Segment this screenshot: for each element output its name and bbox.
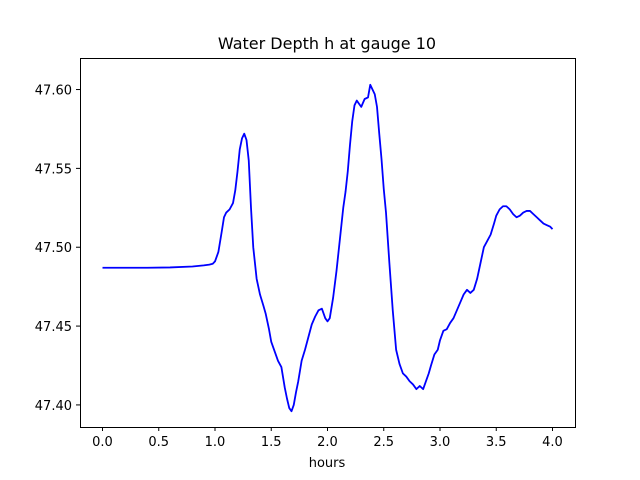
x-tick-label: 4.0 <box>542 435 563 450</box>
x-tick-label: 0.0 <box>92 435 113 450</box>
y-tick-label: 47.60 <box>35 84 72 99</box>
y-axis: 47.40 47.45 47.50 47.55 47.60 <box>35 84 80 414</box>
y-tick-label: 47.45 <box>35 320 72 335</box>
x-axis: 0.0 0.5 1.0 1.5 2.0 2.5 3.0 3.5 4.0 <box>92 427 563 450</box>
y-tick-label: 47.40 <box>35 399 72 414</box>
y-tick-label: 47.55 <box>35 162 72 177</box>
x-tick-label: 1.0 <box>205 435 226 450</box>
x-tick-label: 2.5 <box>373 435 394 450</box>
x-tick-label: 2.0 <box>317 435 338 450</box>
x-tick-label: 0.5 <box>148 435 169 450</box>
axes-frame <box>80 58 576 428</box>
x-tick-label: 3.5 <box>486 435 507 450</box>
y-tick-label: 47.50 <box>35 241 72 256</box>
x-tick-label: 1.5 <box>261 435 282 450</box>
chart-title: Water Depth h at gauge 10 <box>218 34 436 53</box>
x-axis-label: hours <box>309 456 346 471</box>
plot-area <box>102 83 554 413</box>
series-line <box>102 83 554 413</box>
x-tick-label: 3.0 <box>430 435 451 450</box>
